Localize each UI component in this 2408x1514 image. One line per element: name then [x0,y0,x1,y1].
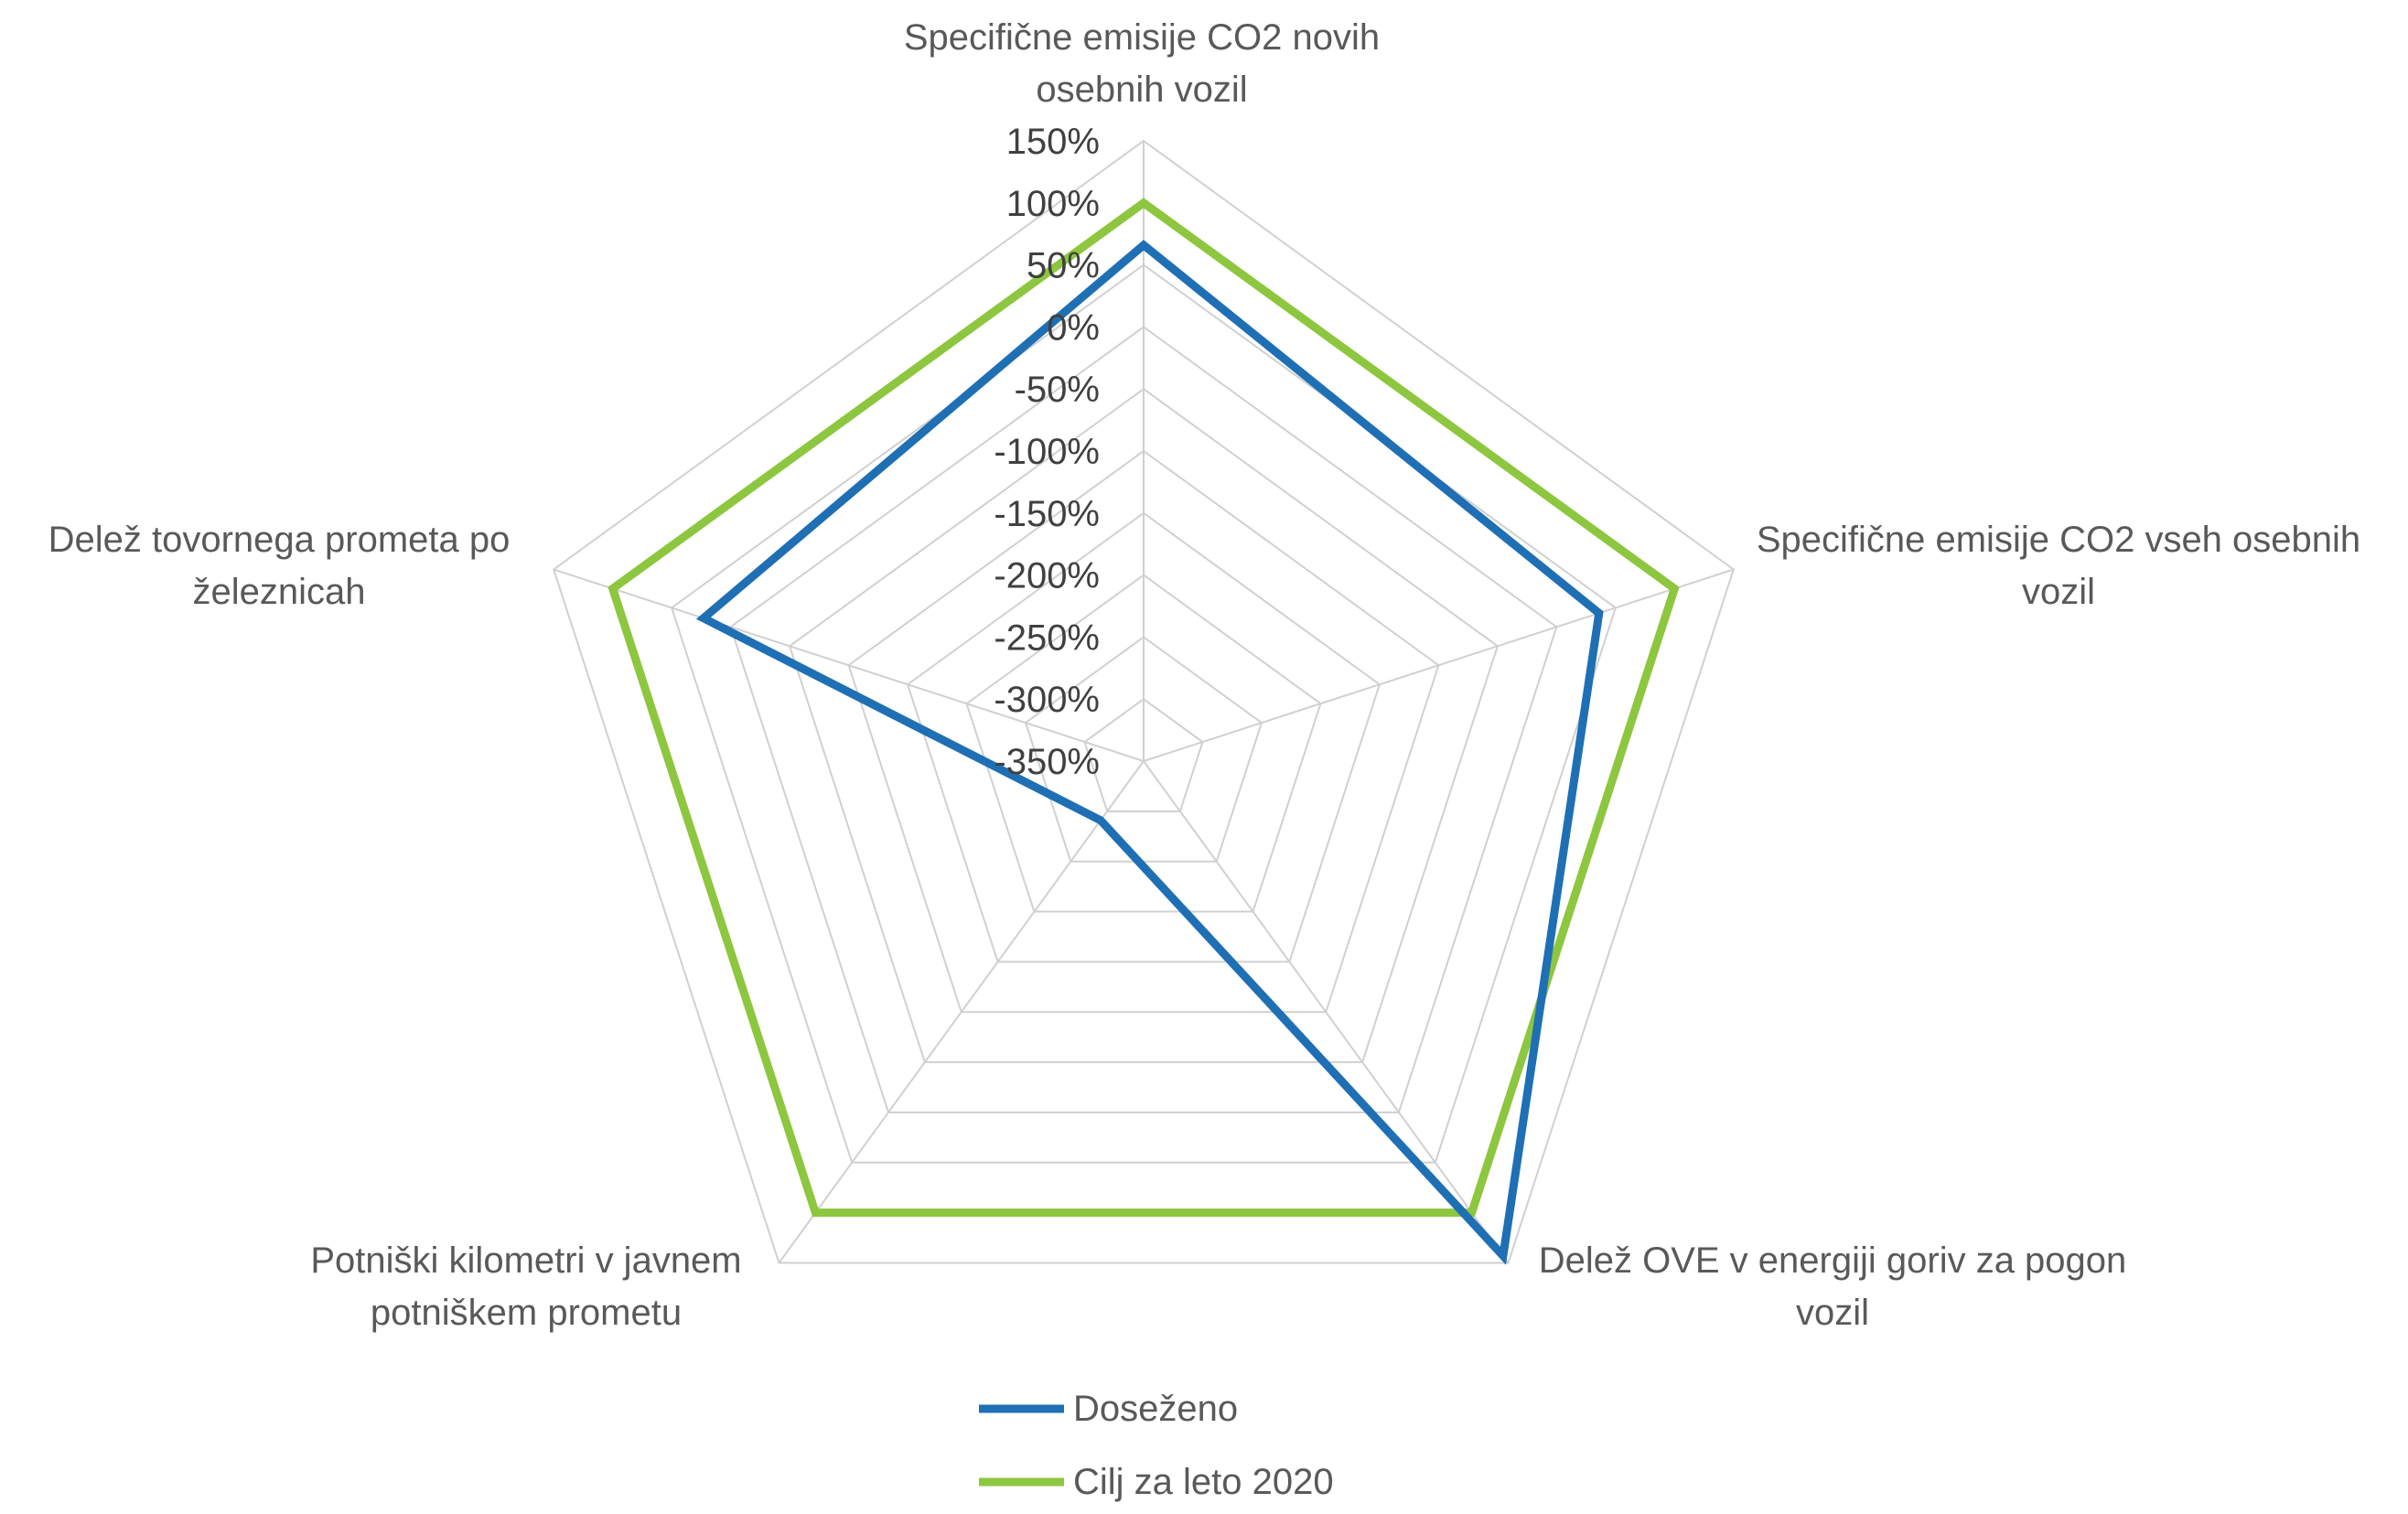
tick-label: -50% [1015,370,1100,410]
radial-tick-labels: -350% -300% -250% -200% -150% -100% -50% 0% 50% 1… [994,122,1100,782]
grid-ring [670,263,1618,1164]
grid-ring [729,326,1558,1113]
tick-label: -350% [994,742,1100,782]
grid-ring [1083,697,1204,812]
grid-spoke [553,568,1145,762]
category-labels: Specifične emisije CO2 novih osebnih vozi… [48,17,2361,1333]
category-label: Delež tovornega prometa po železnicah [48,520,511,612]
grid-ring [788,387,1500,1064]
series-line-dosezeno [695,240,1604,1265]
legend: Doseženo Cilj za leto 2020 [979,1389,1334,1502]
tick-label: 50% [1027,246,1100,286]
grid-ring [965,574,1322,913]
category-label: Potniški kilometri v javnem potniškem pro… [310,1240,741,1333]
tick-label: -250% [994,617,1100,658]
category-label: Specifične emisije CO2 novih osebnih vozi… [904,17,1380,110]
radar-grid [553,139,1735,1264]
tick-label: 0% [1047,307,1100,348]
grid-spoke [778,760,1145,1264]
tick-label: -300% [994,680,1100,720]
grid-ring [906,511,1381,963]
radar-series [607,198,1680,1265]
category-label: Delež OVE v energiji goriv za pogon vozil [1539,1240,2127,1333]
tick-label: 150% [1006,122,1100,162]
tick-label: -200% [994,556,1100,596]
tick-label: 100% [1006,184,1100,224]
category-label: Specifične emisije CO2 vseh osebnih vozil [1757,520,2360,612]
tick-label: -150% [994,494,1100,534]
grid-ring [847,449,1440,1014]
legend-label: Cilj za leto 2020 [1073,1462,1334,1502]
grid-ring [553,139,1735,1264]
grid-spoke [1143,760,1510,1264]
tick-label: -100% [994,432,1100,472]
series-line-cilj [607,198,1680,1218]
grid-spoke [1143,568,1735,762]
legend-label: Doseženo [1073,1389,1238,1429]
